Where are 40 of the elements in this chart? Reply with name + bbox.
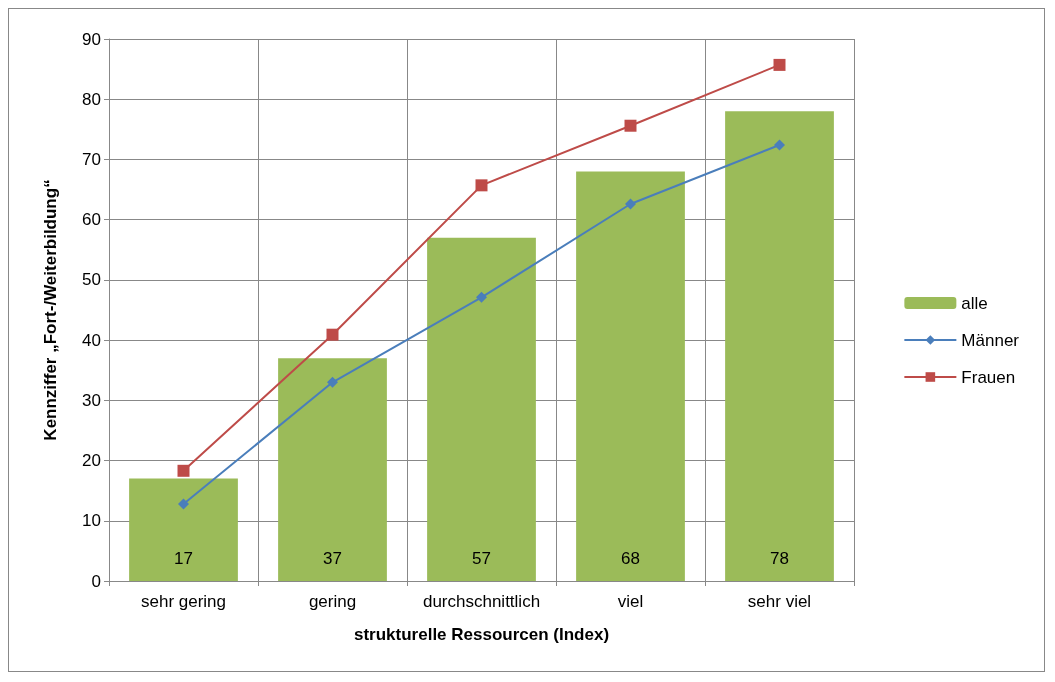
bar (278, 358, 387, 581)
data-label: 57 (472, 549, 491, 568)
y-tick-label: 60 (82, 210, 101, 230)
data-label: 78 (770, 549, 789, 568)
data-label: 68 (621, 549, 640, 568)
y-tick-label: 30 (82, 390, 101, 410)
x-tick-label: viel (617, 592, 644, 611)
point (476, 291, 487, 303)
point (774, 139, 785, 151)
y-axis-title: Kennziffer „Fort-/Weiterbildung“ (41, 179, 60, 441)
point (624, 119, 637, 132)
y-tick-label: 0 (91, 571, 101, 591)
point (625, 198, 636, 210)
point (773, 58, 786, 71)
legend-label: alle (961, 293, 988, 313)
point (326, 328, 339, 341)
point (178, 498, 189, 510)
y-tick-label: 70 (82, 149, 101, 169)
data-label: 37 (323, 549, 342, 568)
legend-label: Frauen (961, 367, 1016, 387)
point (327, 376, 338, 388)
bar (725, 111, 834, 581)
bar (576, 171, 685, 581)
x-tick-label: sehr viel (747, 592, 812, 611)
data-label: 17 (174, 549, 193, 568)
x-tick-label: gering (308, 592, 357, 611)
y-tick-label: 90 (82, 29, 101, 49)
bar (427, 237, 536, 581)
y-tick-label: 50 (82, 270, 101, 290)
y-tick-label: 10 (82, 511, 101, 531)
x-tick-label: durchschnittlich (422, 592, 541, 611)
x-tick-label: sehr gering (140, 592, 227, 611)
y-tick-label: 40 (82, 330, 101, 350)
point (475, 179, 488, 192)
point (177, 464, 190, 477)
y-tick-label: 20 (82, 451, 101, 471)
legend-label: Männer (961, 330, 1020, 350)
bar (129, 478, 238, 581)
y-tick-label: 80 (82, 89, 101, 109)
x-axis-title: strukturelle Ressourcen (Index) (353, 625, 610, 644)
